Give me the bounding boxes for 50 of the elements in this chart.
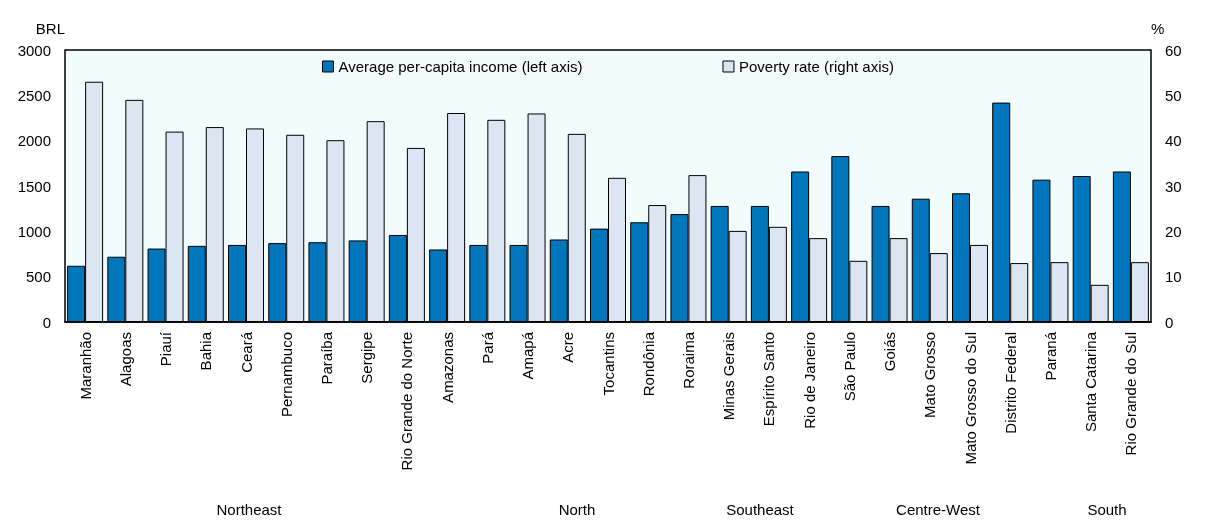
x-tick-label: Paraná xyxy=(1041,331,1059,381)
y-tick-label: 500 xyxy=(25,268,51,286)
x-tick-label: Alagoas xyxy=(116,332,134,387)
y2-tick-label: 50 xyxy=(1165,86,1182,104)
x-tick-label: Rio Grande do Sul xyxy=(1122,332,1140,456)
x-tick-label: Pará xyxy=(478,331,496,364)
y-tick-label: 1500 xyxy=(17,177,51,195)
x-tick-label: Mato Grosso do Sul xyxy=(961,332,979,465)
x-tick-label: Maranhão xyxy=(76,332,94,400)
x-tick-label: Espírito Santo xyxy=(760,332,778,427)
y2-tick-label: 10 xyxy=(1165,268,1182,286)
x-tick-label: Distrito Federal xyxy=(1001,332,1019,434)
y-tick-label: 2500 xyxy=(17,86,51,104)
x-tick-label: Goiás xyxy=(881,332,899,372)
text: Centre-West xyxy=(896,501,981,518)
text: North xyxy=(558,501,596,518)
x-tick-label: Sergipe xyxy=(358,332,376,384)
legend-label: Average per-capita income (left axis) xyxy=(338,58,583,75)
y2-axis-title: % xyxy=(1151,20,1165,37)
y-axis-title: BRL xyxy=(35,20,65,37)
legend-label: Poverty rate (right axis) xyxy=(738,58,895,75)
text: Northeast xyxy=(216,501,283,518)
y2-tick-label: 0 xyxy=(1165,313,1174,331)
x-tick-label: Piauí xyxy=(157,331,175,367)
x-tick-label: São Paulo xyxy=(840,332,858,402)
y2-tick-label: 60 xyxy=(1165,41,1182,59)
y-tick-label: 0 xyxy=(42,313,51,331)
y-tick-label: 2000 xyxy=(17,132,51,150)
text: Southeast xyxy=(726,501,795,518)
x-tick-label: Ceará xyxy=(237,331,255,373)
x-tick-label: Santa Catarina xyxy=(1082,331,1100,433)
y-tick-label: 3000 xyxy=(17,41,51,59)
y-tick-label: 1000 xyxy=(17,222,51,240)
x-tick-label: Paraíba xyxy=(317,331,335,385)
x-tick-label: Pernambuco xyxy=(277,332,295,418)
x-tick-label: Rondônia xyxy=(639,331,657,397)
x-tick-label: Rio de Janeiro xyxy=(800,332,818,429)
x-tick-label: Roraima xyxy=(679,331,697,389)
x-tick-label: Bahia xyxy=(197,331,215,371)
x-tick-label: Amazonas xyxy=(438,332,456,403)
y2-tick-label: 20 xyxy=(1165,222,1182,240)
x-tick-label: Amapá xyxy=(519,331,537,380)
x-tick-label: Minas Gerais xyxy=(720,332,738,421)
text: South xyxy=(1087,501,1127,518)
x-tick-label: Mato Grosso xyxy=(921,332,939,418)
x-tick-label: Acre xyxy=(559,332,577,363)
x-tick-label: Rio Grande do Norte xyxy=(398,332,416,471)
y2-tick-label: 40 xyxy=(1165,132,1182,150)
x-tick-label: Tocantins xyxy=(599,332,617,396)
y2-tick-label: 30 xyxy=(1165,177,1182,195)
